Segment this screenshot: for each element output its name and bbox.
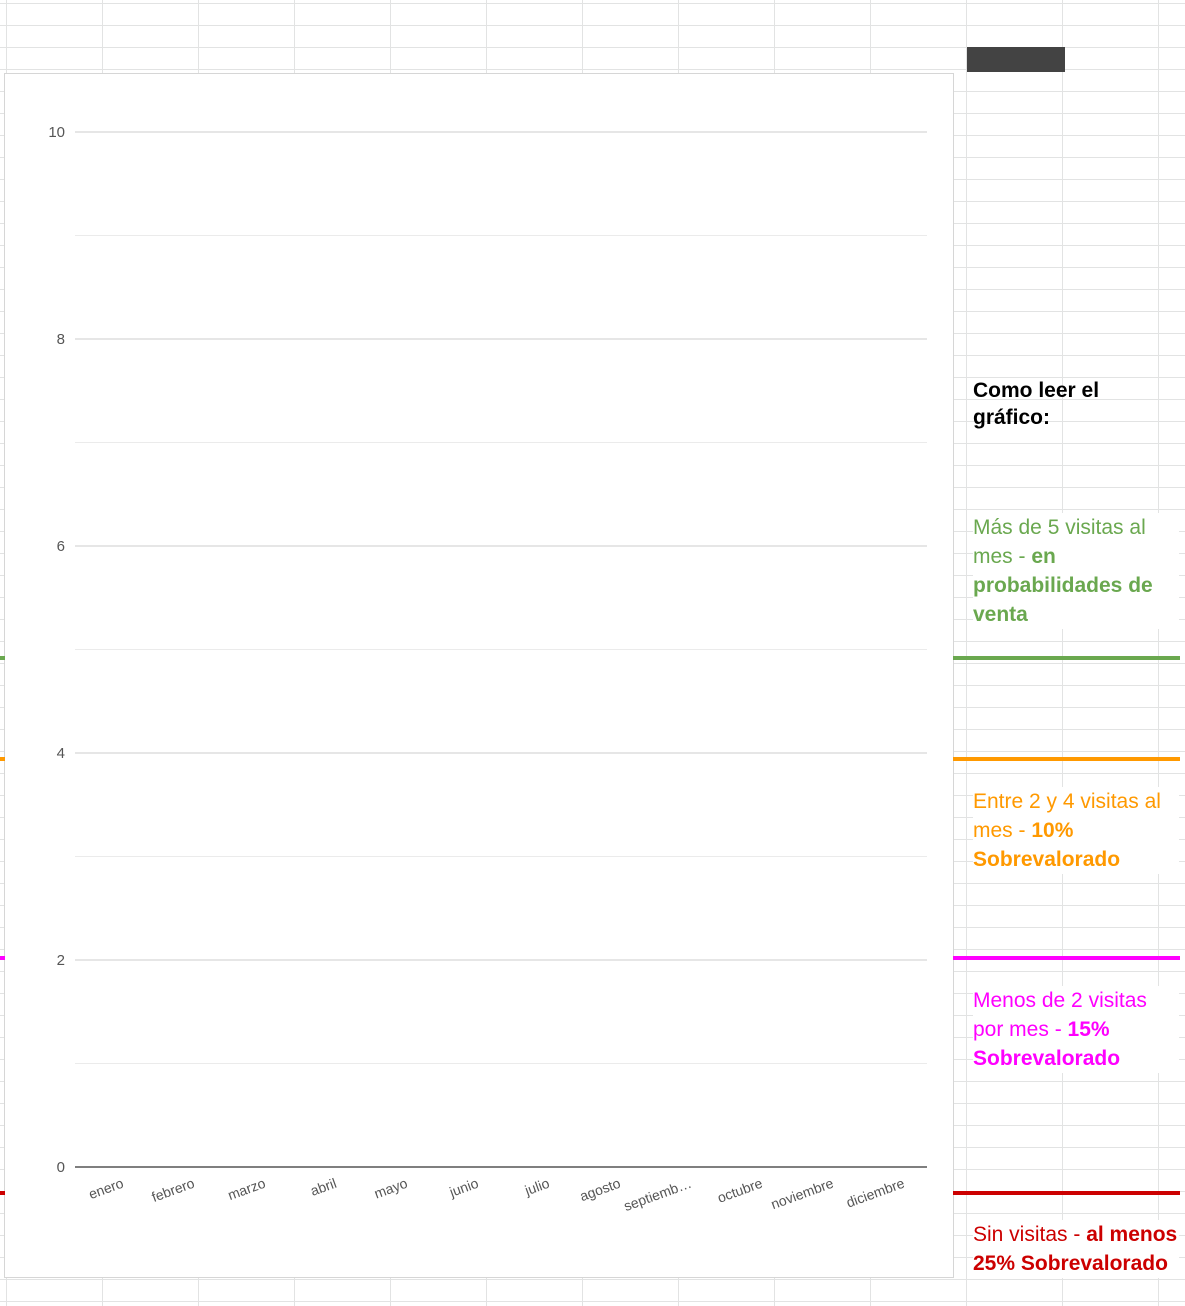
threshold-stub-red xyxy=(0,1191,5,1195)
y-tick-label: 0 xyxy=(57,1159,65,1176)
legend-note-red-text: Sin visitas - xyxy=(973,1223,1087,1246)
x-tick-label: septiemb… xyxy=(622,1175,694,1214)
y-tick-label: 10 xyxy=(48,124,65,141)
y-tick-label: 8 xyxy=(57,331,65,348)
threshold-stub-orange xyxy=(0,757,5,761)
x-tick-label: noviembre xyxy=(769,1175,836,1212)
threshold-line-red xyxy=(953,1191,1180,1195)
threshold-line-magenta xyxy=(953,956,1180,960)
legend-note-red-bold: al menos 25% Sobrevalorado xyxy=(973,1223,1178,1275)
chart-panel[interactable]: 0 2 4 6 8 10 enero febrero marzo abril mayo junio ju… xyxy=(4,73,954,1278)
x-tick-label: agosto xyxy=(578,1175,623,1204)
x-tick-label: diciembre xyxy=(844,1175,907,1211)
x-tick-label: abril xyxy=(308,1175,338,1199)
legend-note-magenta-bold: 15% Sobrevalorado xyxy=(973,1018,1121,1070)
legend-note-green: Más de 5 visitas al mes - en probabilida… xyxy=(973,513,1179,629)
threshold-stub-green xyxy=(0,656,5,660)
legend-note-magenta-text: Menos de 2 visitas por mes - xyxy=(973,989,1147,1041)
threshold-stub-magenta xyxy=(0,956,5,960)
legend-note-red: Sin visitas - al menos 25% Sobrevalorado xyxy=(973,1220,1179,1278)
legend-note-orange-text: Entre 2 y 4 visitas al mes - xyxy=(973,790,1161,842)
y-tick-label: 6 xyxy=(57,538,65,555)
legend-title: Como leer el gráfico: xyxy=(973,379,1100,429)
x-tick-label: junio xyxy=(446,1175,480,1201)
x-tick-label: enero xyxy=(86,1175,125,1202)
threshold-line-green xyxy=(953,656,1180,660)
legend-note-magenta: Menos de 2 visitas por mes - 15% Sobreva… xyxy=(973,986,1179,1073)
legend-note-orange: Entre 2 y 4 visitas al mes - 10% Sobreva… xyxy=(973,787,1179,874)
header-cell-dark xyxy=(967,47,1065,72)
x-tick-label: julio xyxy=(522,1175,552,1199)
legend-note-green-text: Más de 5 visitas al mes - xyxy=(973,516,1146,568)
line-chart: 0 2 4 6 8 10 enero febrero marzo abril mayo junio ju… xyxy=(48,124,927,1214)
y-tick-label: 4 xyxy=(57,745,65,762)
threshold-line-orange xyxy=(953,757,1180,761)
y-tick-label: 2 xyxy=(57,952,65,969)
x-tick-label: febrero xyxy=(149,1175,196,1205)
x-tick-label: octubre xyxy=(715,1175,765,1206)
x-tick-label: mayo xyxy=(372,1175,410,1202)
legend-note-green-bold: en probabilidades de venta xyxy=(973,545,1153,626)
legend-note-orange-bold: 10% Sobrevalorado xyxy=(973,819,1121,871)
x-tick-label: marzo xyxy=(225,1175,267,1203)
